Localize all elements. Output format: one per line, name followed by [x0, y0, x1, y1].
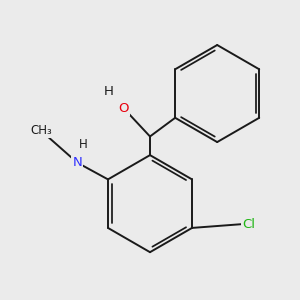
Text: O: O [118, 102, 129, 115]
Text: Cl: Cl [242, 218, 255, 231]
Text: N: N [72, 156, 82, 169]
Text: H: H [80, 138, 88, 152]
Text: CH₃: CH₃ [30, 124, 52, 137]
Text: H: H [104, 85, 114, 98]
